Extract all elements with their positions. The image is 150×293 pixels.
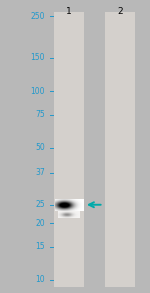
Text: 10: 10 <box>35 275 45 284</box>
Text: 100: 100 <box>30 87 45 96</box>
Text: 15: 15 <box>35 242 45 251</box>
Bar <box>105 12 135 287</box>
Text: 25: 25 <box>35 200 45 209</box>
Text: 20: 20 <box>35 219 45 228</box>
Bar <box>54 12 84 287</box>
Text: 50: 50 <box>35 144 45 152</box>
Text: 1: 1 <box>66 7 72 16</box>
Text: 250: 250 <box>30 12 45 21</box>
Text: 75: 75 <box>35 110 45 119</box>
Text: 2: 2 <box>117 7 123 16</box>
Text: 37: 37 <box>35 168 45 177</box>
Text: 150: 150 <box>30 53 45 62</box>
